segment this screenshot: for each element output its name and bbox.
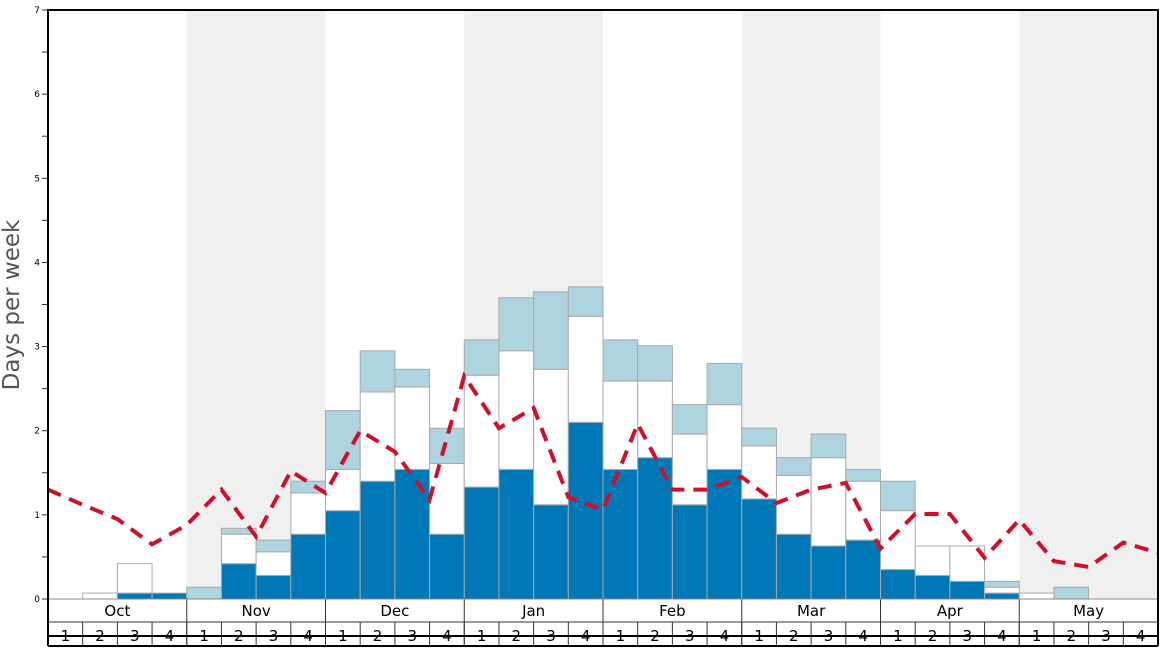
y-tick-label: 7	[34, 6, 40, 16]
bar-light	[637, 345, 673, 382]
bar-dark	[116, 592, 153, 600]
month-label: Oct	[104, 602, 130, 620]
bar-white	[984, 586, 1020, 594]
bar-dark	[845, 539, 881, 600]
bar-white	[394, 386, 431, 470]
month-shade	[1019, 10, 1158, 599]
bar-light	[463, 339, 500, 376]
bar-white	[637, 380, 673, 459]
y-tick-label: 5	[34, 174, 40, 184]
month-label: May	[1073, 602, 1104, 620]
bar-white	[325, 468, 361, 512]
bar-white	[463, 374, 500, 488]
bar-light	[498, 297, 535, 352]
bar-dark	[220, 563, 257, 600]
bar-light	[810, 433, 847, 459]
bar-dark	[949, 580, 986, 600]
bar-dark	[533, 504, 569, 600]
bar-dark	[671, 504, 708, 600]
bar-dark	[325, 510, 361, 600]
bar-white	[845, 480, 881, 541]
bar-white	[220, 533, 257, 565]
bar-light	[741, 427, 777, 447]
month-label: Jan	[521, 602, 545, 620]
bar-white	[498, 350, 535, 470]
bar-dark	[463, 486, 500, 600]
bar-light	[220, 527, 257, 535]
y-tick-label: 1	[34, 511, 40, 521]
bar-light	[845, 468, 881, 482]
y-tick-label: 0	[34, 595, 40, 605]
bar-dark	[880, 569, 916, 600]
bar-light	[567, 286, 604, 317]
month-label: Dec	[380, 602, 409, 620]
bar-light	[429, 427, 465, 465]
bar-dark	[741, 498, 777, 600]
bar-white	[255, 551, 292, 576]
bar-white	[706, 404, 743, 470]
bar-white	[82, 592, 118, 600]
bar-light	[255, 539, 292, 553]
bar-white	[602, 380, 639, 470]
bar-dark	[775, 533, 812, 600]
bar-light	[1053, 586, 1090, 600]
bar-light	[186, 586, 222, 600]
bar-dark	[984, 592, 1020, 600]
bar-light	[359, 350, 396, 393]
bar-dark	[706, 468, 743, 600]
bar-dark	[498, 468, 535, 600]
bar-white	[359, 391, 396, 482]
bar-dark	[914, 574, 951, 600]
month-label: Mar	[797, 602, 826, 620]
bar-light	[602, 339, 639, 382]
bar-light	[984, 580, 1020, 588]
bar-light	[533, 291, 569, 370]
month-label: Feb	[659, 602, 686, 620]
month-label: Apr	[937, 602, 964, 620]
bar-light	[671, 404, 708, 435]
bar-white	[567, 315, 604, 423]
bar-white	[1018, 592, 1055, 600]
bar-white	[914, 545, 951, 576]
bar-light	[706, 362, 743, 406]
bar-light	[394, 368, 431, 388]
y-axis-label: Days per week	[0, 219, 25, 390]
bar-white	[810, 457, 847, 547]
bar-white	[671, 433, 708, 506]
bar-dark	[810, 545, 847, 600]
bar-light	[880, 480, 916, 512]
bar-light	[775, 457, 812, 476]
bar-dark	[602, 468, 639, 600]
bar-white	[290, 492, 326, 535]
bar-dark	[637, 457, 673, 600]
bar-white	[775, 474, 812, 535]
y-tick-label: 2	[34, 427, 40, 437]
bar-dark	[567, 421, 604, 600]
bar-dark	[394, 468, 431, 600]
bar-white	[533, 368, 569, 506]
bar-dark	[255, 574, 292, 600]
y-tick-label: 6	[34, 90, 40, 100]
y-tick-label: 3	[34, 343, 40, 353]
bar-dark	[151, 592, 188, 600]
y-tick-label: 4	[34, 258, 40, 268]
bar-dark	[359, 480, 396, 600]
bar-white	[116, 563, 153, 594]
bar-dark	[290, 533, 326, 600]
month-label: Nov	[241, 602, 270, 620]
bar-dark	[429, 533, 465, 600]
